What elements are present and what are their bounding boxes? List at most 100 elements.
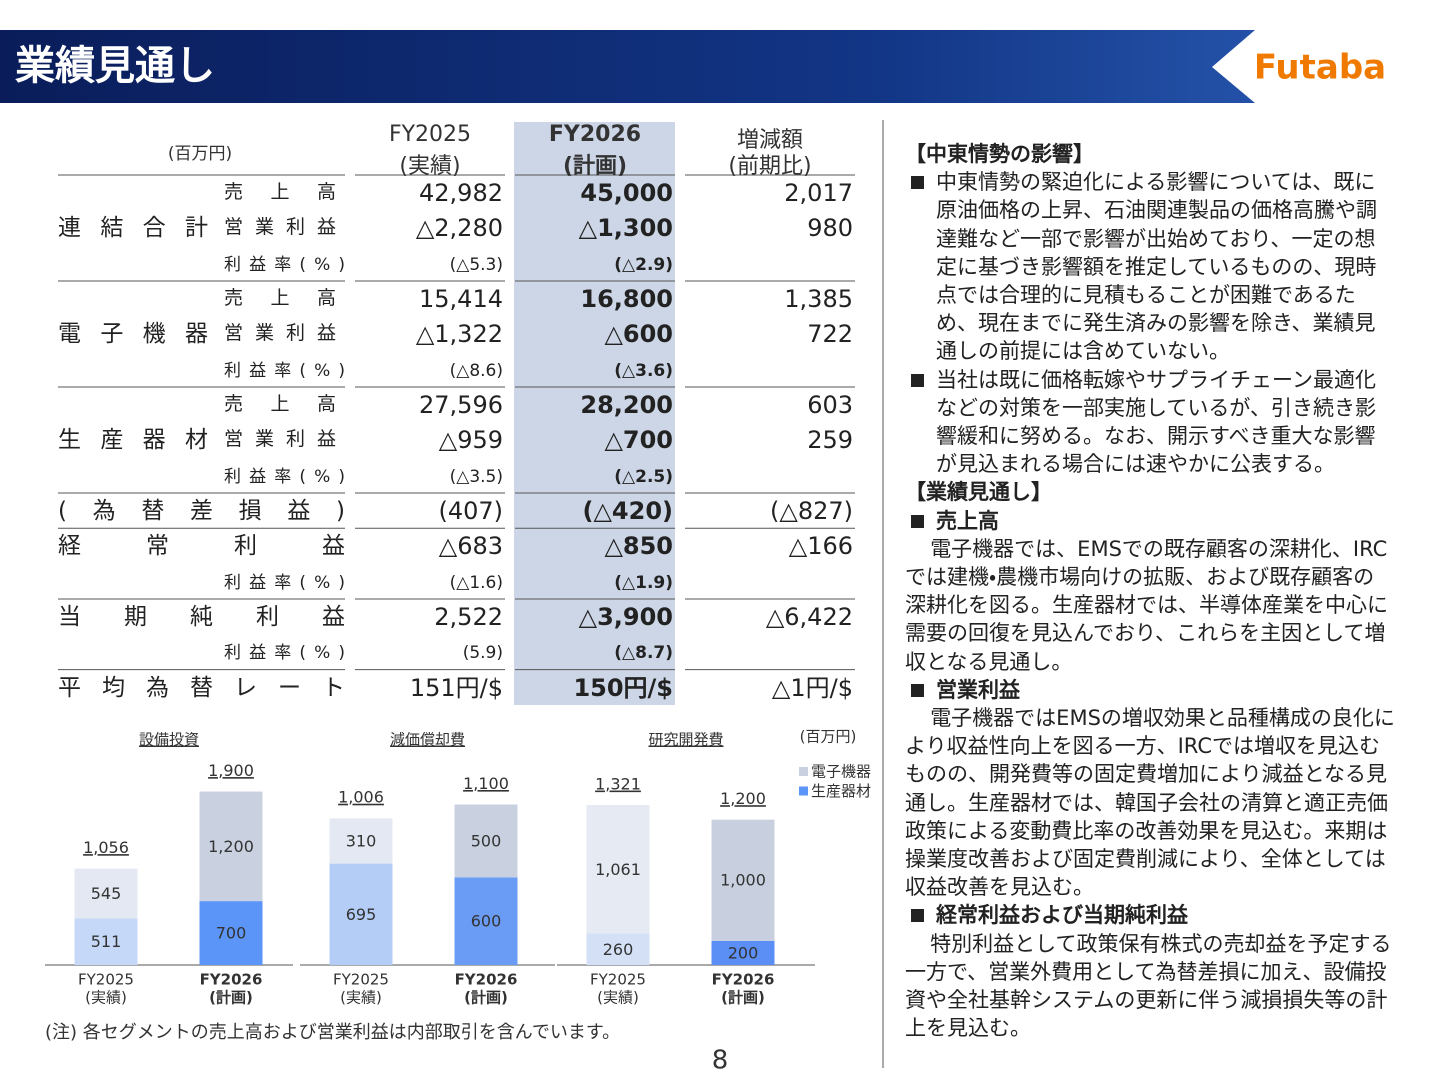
section-heading: 【業績見通し】 — [905, 480, 1052, 505]
total-label: 1,200 — [720, 789, 766, 808]
bar-segment — [199, 901, 263, 965]
table-cell: 259 — [807, 426, 853, 455]
group-label: 電子機器 — [58, 321, 208, 348]
topic-text: 特別利益として政策保有株式の売却益を予定する一方で、営業外費用として為替差損に加… — [905, 931, 1392, 1041]
table-cell: 28,200 — [580, 390, 673, 419]
table-cell: △600 — [604, 320, 673, 349]
total-label: 1,321 — [595, 775, 641, 794]
column-note: (実績) — [399, 154, 461, 179]
table-cell: △3,900 — [578, 602, 673, 631]
topic-text: 電子機器では、EMSでの既存顧客の深耕化、IRCでは建機・農機市場向けの拡販、お… — [905, 536, 1388, 674]
row-item: 利益率(%) — [224, 643, 345, 664]
segment-label: 200 — [728, 943, 759, 962]
legend-swatch — [799, 786, 808, 796]
table-cell: 150円/$ — [573, 673, 673, 702]
group-label: 平均為替レート — [58, 674, 345, 701]
plan-column-shade — [514, 122, 675, 705]
category-label: FY2025 — [333, 971, 389, 989]
chart-unit: (百万円) — [800, 728, 857, 746]
section-heading: 【中東情勢の影響】 — [905, 142, 1094, 166]
row-item: 売上高 — [224, 181, 336, 203]
table-cell: (△5.3) — [449, 254, 503, 275]
segment-label: 700 — [216, 924, 247, 943]
table-cell: 15,414 — [419, 284, 503, 313]
table-cell: △6,422 — [765, 602, 853, 631]
segment-label: 1,000 — [720, 871, 766, 890]
table-cell: 42,982 — [419, 179, 503, 207]
category-note: (計画) — [464, 989, 508, 1007]
category-note: (計画) — [209, 989, 253, 1007]
table-cell: 1,385 — [784, 284, 853, 313]
bar-segment — [74, 868, 138, 919]
table-cell: △683 — [438, 532, 503, 561]
row-item: 営業利益 — [224, 216, 336, 239]
category-label: FY2025 — [590, 971, 646, 989]
table-cell: △1,322 — [415, 320, 503, 349]
unit-label: (百万円) — [167, 144, 233, 164]
chart-title: 減価償却費 — [390, 731, 465, 749]
bar-segment — [586, 805, 650, 934]
table-cell: △166 — [788, 532, 853, 561]
segment-label: 500 — [471, 831, 502, 850]
table-cell: 151円/$ — [409, 673, 503, 702]
table-cell: △2,280 — [415, 214, 503, 243]
segment-label: 310 — [346, 831, 377, 850]
total-label: 1,006 — [338, 788, 384, 807]
table-cell: (5.9) — [462, 643, 503, 664]
category-label: FY2026 — [200, 971, 263, 989]
group-label: 当期純利益 — [58, 603, 345, 630]
bullet: 当社は既に価格転嫁やサプライチェーン最適化などの対策を一部実施しているが、引き続… — [905, 366, 1395, 479]
segment-label: 545 — [91, 884, 122, 903]
category-label: FY2025 — [78, 971, 134, 989]
column-note: (計画) — [562, 154, 628, 179]
column-note: (前期比) — [728, 154, 812, 179]
row-item: 売上高 — [224, 392, 336, 415]
group-label: 生産器材 — [58, 427, 208, 454]
category-note: (実績) — [85, 989, 127, 1007]
table-cell: (△827) — [770, 496, 853, 525]
segment-label: 1,061 — [595, 860, 641, 879]
row-item: 売上高 — [224, 286, 336, 309]
bullet: 中東情勢の緊迫化による影響については、既に原油価格の上昇、石油関連製品の価格高騰… — [905, 168, 1395, 365]
table-cell: 2,522 — [434, 602, 503, 631]
table-cell: (△1.6) — [449, 572, 503, 593]
chart-title: 研究開発費 — [648, 731, 723, 749]
row-item: 利益率(%) — [224, 254, 345, 275]
table-cell: (△3.6) — [614, 360, 673, 381]
group-label: 経常利益 — [58, 533, 345, 560]
row-item: 利益率(%) — [224, 360, 345, 381]
legend-swatch — [799, 767, 808, 776]
table-cell: (407) — [438, 496, 503, 525]
total-label: 1,056 — [83, 838, 129, 857]
commentary: 【中東情勢の影響】 中東情勢の緊迫化による影響については、既に原油価格の上昇、石油… — [905, 140, 1395, 1043]
table-cell: (△1.9) — [614, 572, 673, 593]
segment-label: 260 — [603, 940, 634, 959]
topic-title: 営業利益 — [905, 676, 1395, 704]
total-label: 1,100 — [463, 774, 509, 793]
bar-segment — [711, 940, 775, 965]
legend-label: 電子機器 — [811, 763, 871, 781]
table-cell: △959 — [438, 426, 503, 455]
table-cell: (△420) — [582, 496, 674, 525]
category-note: (計画) — [721, 989, 765, 1007]
category-note: (実績) — [340, 989, 382, 1007]
row-item: 営業利益 — [224, 322, 336, 345]
category-note: (実績) — [597, 989, 639, 1007]
bar-segment — [74, 918, 138, 965]
bar-segment — [586, 933, 650, 965]
topic-text: 電子機器ではEMSの増収効果と品種構成の良化により収益性向上を図る一方、IRCで… — [905, 706, 1395, 900]
row-item: 利益率(%) — [224, 572, 345, 593]
table-cell: △1,300 — [578, 214, 673, 243]
column-title: FY2026 — [548, 122, 642, 147]
table-cell: △700 — [604, 426, 673, 455]
logo: Futaba — [1254, 48, 1386, 88]
table-cell: 722 — [807, 320, 853, 349]
table-cell: 980 — [807, 214, 853, 243]
logo-plate — [1212, 30, 1440, 103]
table-cell: (△8.7) — [614, 643, 673, 664]
page-number: 8 — [712, 1046, 729, 1076]
table-cell: 27,596 — [419, 390, 503, 419]
